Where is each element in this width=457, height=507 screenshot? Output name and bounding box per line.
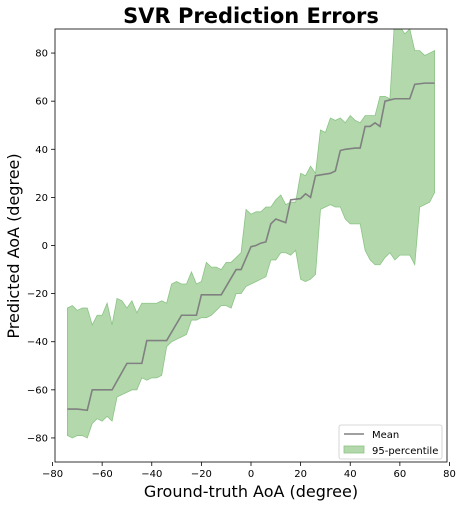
legend-band-label: 95-percentile (372, 446, 438, 457)
y-tick-label: −80 (27, 433, 48, 444)
y-tick-label: 40 (35, 145, 48, 156)
y-tick-label: −20 (27, 289, 48, 300)
y-tick-label: 0 (42, 241, 48, 252)
x-tick-label: 20 (294, 469, 307, 480)
x-tick-label: −60 (92, 469, 113, 480)
x-tick-label: 60 (393, 469, 406, 480)
y-axis-title: Predicted AoA (degree) (4, 153, 23, 338)
mean-line (67, 82, 435, 412)
legend-box (338, 424, 443, 460)
x-tick-label: 80 (443, 469, 456, 480)
x-tick-label: 40 (344, 469, 357, 480)
legend: Mean 95-percentile (338, 424, 443, 460)
y-tick-label: −40 (27, 337, 48, 348)
chart-title: SVR Prediction Errors (123, 4, 379, 28)
plot-content (67, 29, 435, 439)
x-tick-label: −20 (191, 469, 212, 480)
x-axis: −80 −60 −40 −20 0 20 40 60 80 (42, 462, 456, 480)
y-axis: −80 −60 −40 −20 0 20 40 60 80 (27, 49, 55, 444)
y-tick-label: −60 (27, 385, 48, 396)
y-tick-label: 60 (35, 97, 48, 108)
legend-band-swatch (343, 445, 365, 454)
y-tick-label: 80 (35, 49, 48, 60)
x-tick-label: −40 (141, 469, 162, 480)
x-tick-label: −80 (42, 469, 63, 480)
percentile-band (67, 29, 435, 439)
legend-mean-label: Mean (372, 430, 399, 441)
x-axis-title: Ground-truth AoA (degree) (144, 482, 358, 501)
x-tick-label: 0 (248, 469, 254, 480)
y-tick-label: 20 (35, 193, 48, 204)
